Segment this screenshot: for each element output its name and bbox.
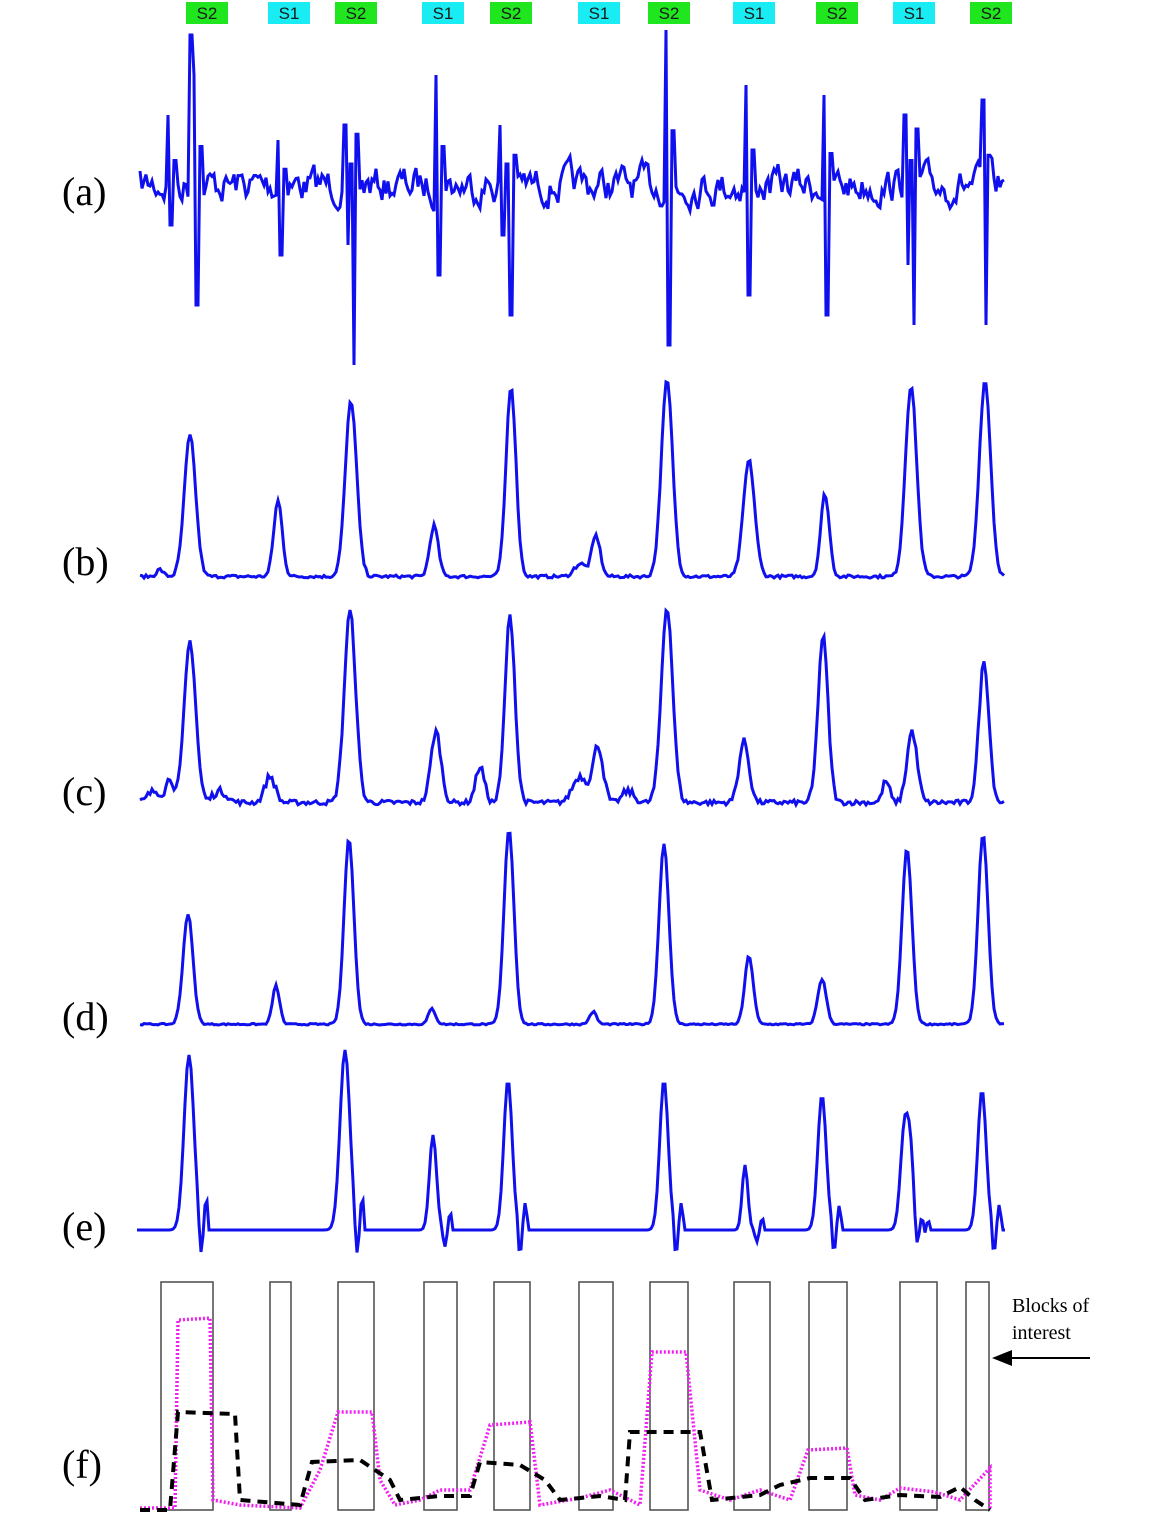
segment-tag-box — [186, 2, 228, 24]
block-of-interest — [337, 1281, 375, 1511]
trace-d — [139, 831, 1005, 1027]
segment-tag-label: S2 — [197, 4, 218, 23]
left-arrow-icon — [992, 1350, 1090, 1366]
segment-tag-box — [648, 2, 690, 24]
segment-tag-label: S1 — [279, 4, 300, 23]
segment-tag-box — [490, 2, 532, 24]
block-of-interest — [808, 1281, 848, 1511]
envelope-magenta — [140, 1316, 992, 1510]
envelope-black — [140, 1409, 992, 1512]
segment-tag-label: S2 — [501, 4, 522, 23]
segment-tag-box — [893, 2, 935, 24]
segment-tag-label: S2 — [346, 4, 367, 23]
block-of-interest — [965, 1281, 990, 1511]
segment-tag-box — [970, 2, 1012, 24]
trace-a — [138, 29, 1005, 366]
segment-tag-box — [578, 2, 620, 24]
block-of-interest — [493, 1281, 531, 1511]
segment-tag-label: S1 — [589, 4, 610, 23]
segment-tag-box — [335, 2, 377, 24]
trace-b — [139, 379, 1006, 581]
panel-label-a: (a) — [62, 169, 106, 214]
panel-label-f: (f) — [62, 1442, 102, 1487]
block-of-interest — [578, 1281, 614, 1511]
blocks-of-interest — [140, 1281, 992, 1512]
segment-tags: S2 S1 S2 S1 S2 S1 S2 S1 S2 S1 S2 — [186, 2, 1012, 24]
segment-tag-label: S2 — [981, 4, 1002, 23]
trace-c — [139, 607, 1005, 809]
panel-label-b: (b) — [62, 539, 109, 584]
segment-tag-label: S2 — [827, 4, 848, 23]
traces — [137, 29, 1006, 1253]
segment-tag-box — [422, 2, 464, 24]
block-of-interest — [733, 1281, 771, 1511]
panel-label-e: (e) — [62, 1204, 106, 1249]
annotation-line-1: Blocks of — [1012, 1295, 1090, 1317]
segment-tag-box — [268, 2, 310, 24]
block-of-interest — [423, 1281, 458, 1511]
panel-label-c: (c) — [62, 769, 106, 814]
segment-tag-box — [733, 2, 775, 24]
segment-tag-label: S1 — [904, 4, 925, 23]
panel-label-d: (d) — [62, 994, 109, 1039]
segment-tag-box — [816, 2, 858, 24]
segment-tag-label: S2 — [659, 4, 680, 23]
block-of-interest — [649, 1281, 689, 1511]
trace-e — [137, 1049, 1005, 1253]
block-of-interest — [269, 1281, 292, 1511]
segment-tag-label: S1 — [433, 4, 454, 23]
segment-tag-label: S1 — [744, 4, 765, 23]
block-of-interest — [160, 1281, 214, 1511]
annotation-line-2: interest — [1012, 1322, 1071, 1344]
block-of-interest — [899, 1281, 938, 1511]
